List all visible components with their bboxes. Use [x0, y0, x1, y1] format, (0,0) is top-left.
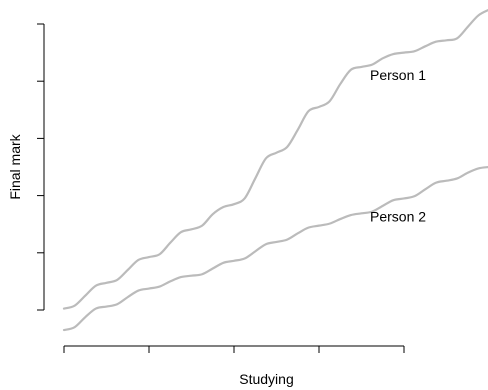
series-line-person-1	[62, 8, 488, 310]
series-label-person-1: Person 1	[370, 67, 426, 83]
y-axis-label: Final mark	[7, 133, 23, 199]
series-layer	[62, 8, 488, 332]
series-line-person-2	[62, 166, 488, 332]
x-axis	[63, 345, 405, 353]
x-axis-label: Studying	[239, 371, 293, 387]
series-label-person-2: Person 2	[370, 208, 426, 224]
annotation-layer: Person 1 Person 2	[370, 67, 426, 225]
y-axis	[37, 23, 45, 311]
